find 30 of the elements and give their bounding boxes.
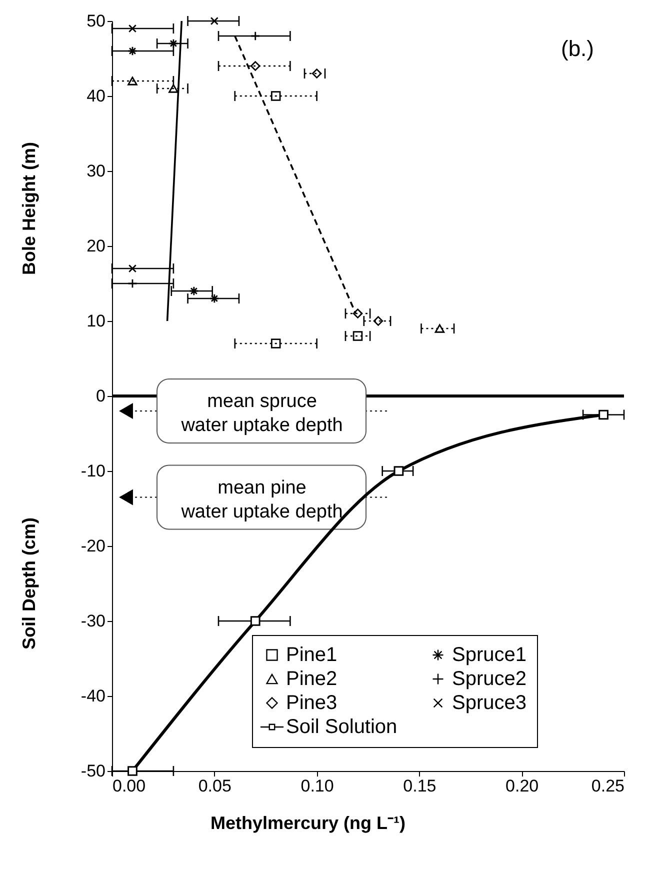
y-tick-label: 40 bbox=[86, 86, 106, 106]
y-tick-label: -30 bbox=[80, 612, 106, 630]
x-tick-label: 0.05 bbox=[198, 776, 232, 796]
y-tick-label: -10 bbox=[80, 462, 106, 480]
legend-label: Pine1 bbox=[286, 644, 338, 666]
x-tick-label: 0.25 bbox=[591, 776, 624, 796]
y-tick-label: -40 bbox=[80, 686, 106, 706]
legend-label: Spruce2 bbox=[452, 668, 526, 690]
text: (b.) bbox=[561, 36, 594, 61]
y-tick-label: -50 bbox=[80, 762, 106, 780]
y-axis-title: Bole Height (m) bbox=[19, 142, 39, 275]
text: Soil Depth (cm) bbox=[19, 517, 39, 650]
y-tick-label: 0 bbox=[96, 386, 106, 406]
x-tick-label: 0.10 bbox=[300, 776, 334, 796]
legend-label: Spruce3 bbox=[452, 692, 526, 714]
legend-label: Pine3 bbox=[286, 692, 338, 714]
legend-label: Soil Solution bbox=[286, 716, 398, 738]
y-tick-label: 20 bbox=[86, 236, 106, 256]
x-tick-label: 0.20 bbox=[506, 776, 539, 796]
y-tick-label: -20 bbox=[80, 536, 106, 556]
legend-label: Spruce1 bbox=[452, 644, 526, 666]
x-tick-label: 0.00 bbox=[112, 776, 146, 796]
ref-line-label: mean pine water uptake depth bbox=[180, 477, 343, 522]
y-tick-label: 30 bbox=[86, 162, 106, 180]
y-tick-label: 50 bbox=[86, 12, 106, 30]
y-tick-label: 10 bbox=[86, 312, 106, 330]
x-axis-title: Methylmercury (ng L⁻¹) bbox=[210, 813, 406, 833]
ref-line-label: mean spruce water uptake depth bbox=[180, 391, 343, 436]
x-tick-label: 0.15 bbox=[403, 776, 436, 796]
legend-label: Pine2 bbox=[286, 668, 338, 690]
